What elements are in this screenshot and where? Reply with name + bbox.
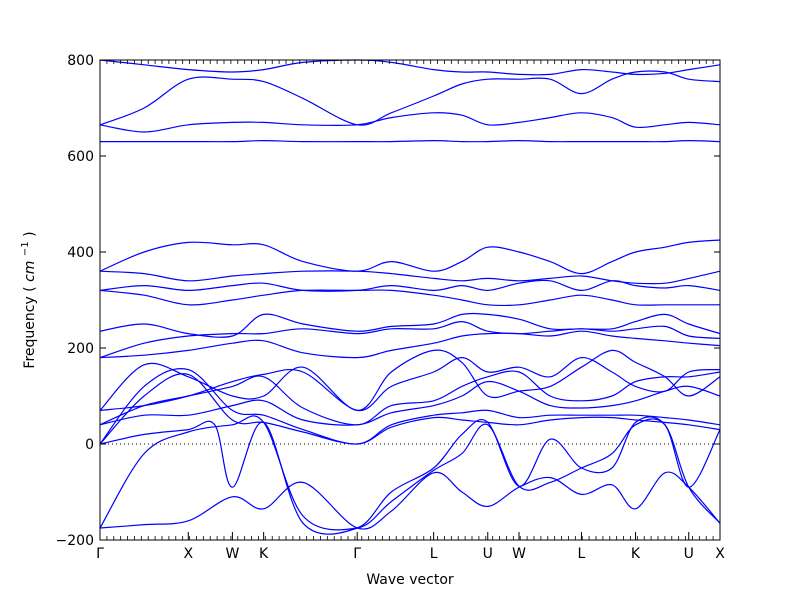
x-tick-label: Γ (96, 546, 104, 562)
phonon-branch-line-1 (99, 471, 721, 530)
phonon-branch-line-2 (99, 415, 721, 531)
tick-layer: −200 0 200 400 600 800 Γ X W K Γ L U W L K U X (56, 53, 726, 562)
y-axis-label-text: Frequency (22, 296, 38, 368)
x-axis-label: Wave vector (366, 572, 454, 588)
y-tick-label: −200 (56, 533, 94, 549)
phonon-branch-line-8 (99, 356, 721, 412)
phonon-branch-line-18 (99, 112, 721, 133)
y-axis-label-unit-exponent: −1 (20, 241, 31, 256)
phonon-branch-line-20 (99, 59, 721, 76)
plot-area-frame (99, 59, 721, 541)
x-tick-label: K (259, 546, 269, 562)
x-tick-label: L (430, 546, 438, 562)
phonon-branch-line-19 (99, 70, 721, 126)
y-tick-label: 200 (67, 341, 94, 357)
phonon-branch-line-17 (99, 140, 721, 143)
y-tick-label: 800 (67, 53, 94, 69)
phonon-branch-line-3 (99, 416, 721, 535)
y-tick-label: 600 (67, 149, 94, 165)
x-tick-label: X (715, 546, 725, 562)
x-tick-label: Γ (353, 546, 361, 562)
x-tick-label: X (183, 546, 193, 562)
y-axis-label-open-paren: ( (22, 286, 38, 291)
y-axis-label: Frequency ( cm −1 ) (16, 231, 38, 368)
phonon-branch-line-12 (99, 312, 721, 338)
y-axis-label-unit: cm (22, 261, 38, 282)
phonon-branch-line-11 (99, 320, 721, 359)
phonon-branch-line-5 (99, 368, 721, 445)
phonon-branch-line-7 (99, 370, 721, 426)
phonon-branch-line-4 (99, 373, 721, 445)
phonon-branch-line-14 (99, 279, 721, 292)
phonon-branch-line-15 (99, 270, 721, 285)
series-layer (99, 59, 721, 535)
x-tick-label: L (578, 546, 586, 562)
y-tick-label: 0 (85, 437, 94, 453)
x-tick-label: U (684, 546, 694, 562)
phonon-branch-line-9 (99, 349, 721, 412)
phonon-branch-line-16 (99, 239, 721, 275)
x-tick-label: W (225, 546, 239, 562)
phonon-branch-line-13 (99, 289, 720, 306)
phonon-branch-line-10 (99, 330, 721, 359)
phonon-branch-line-6 (99, 380, 721, 426)
x-tick-label: K (631, 546, 641, 562)
y-tick-label: 400 (67, 245, 94, 261)
y-axis-label-close-paren: ) (22, 231, 38, 236)
x-tick-label: U (483, 546, 493, 562)
x-tick-label: W (512, 546, 526, 562)
